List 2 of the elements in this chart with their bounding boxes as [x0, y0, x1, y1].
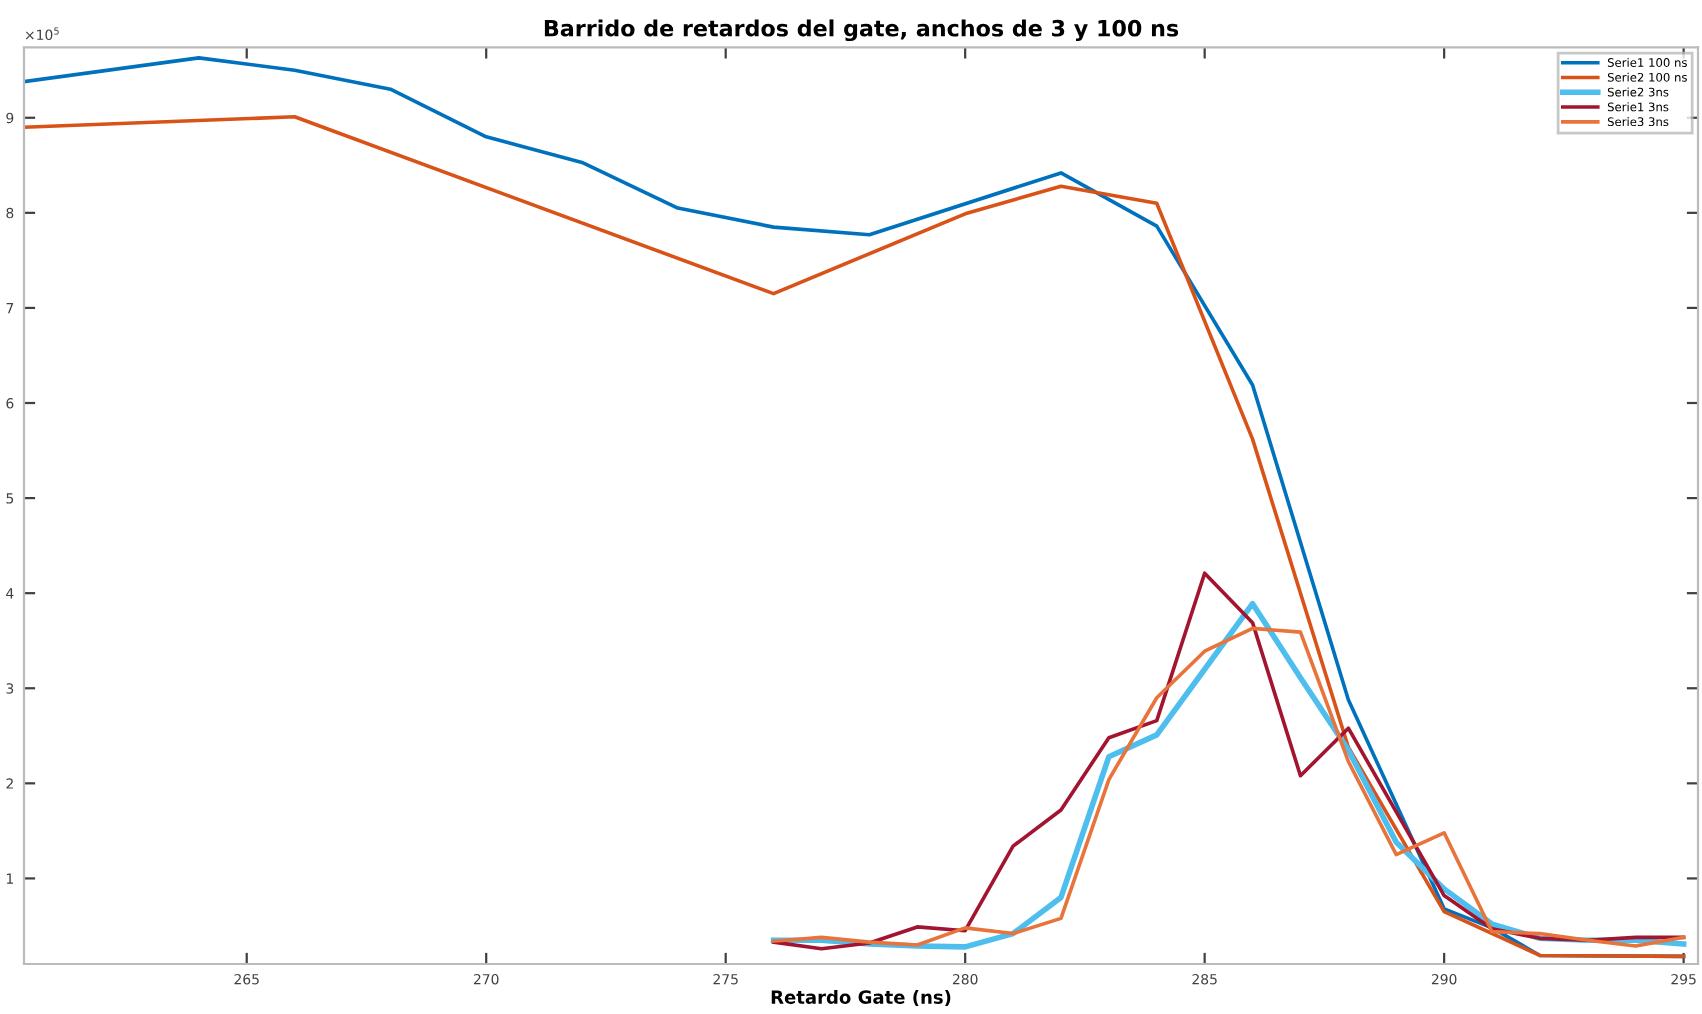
- chart-title: Barrido de retardos del gate, anchos de 3 y 100 ns: [544, 19, 1179, 42]
- x-axis-title: Retardo Gate (ns): [771, 989, 951, 1007]
